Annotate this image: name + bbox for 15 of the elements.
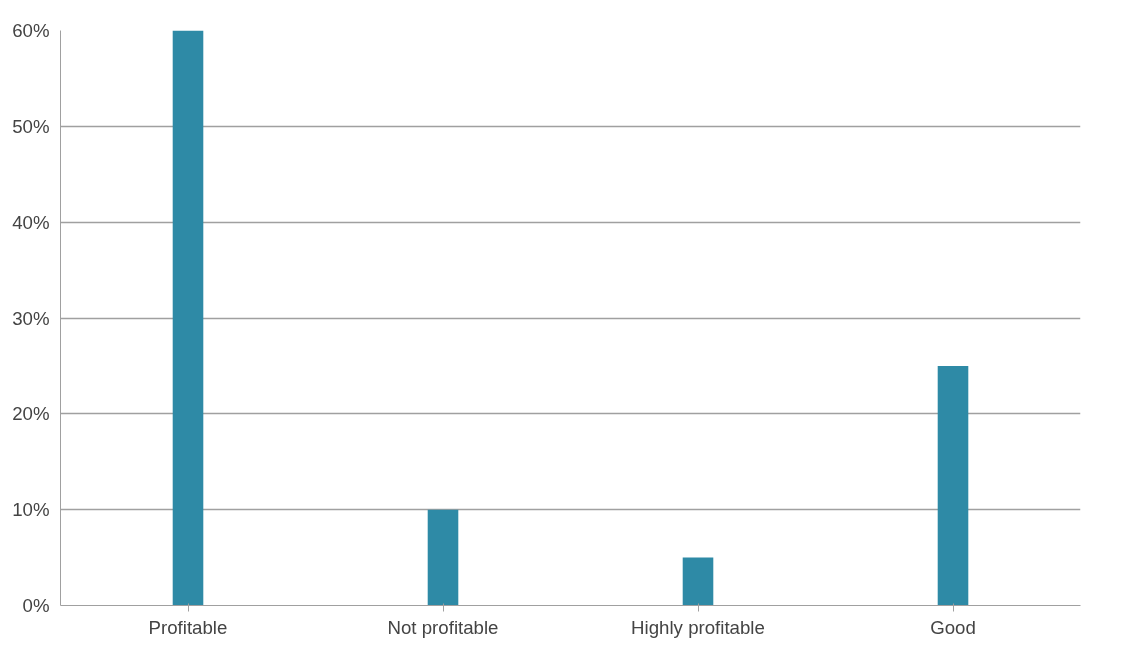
y-tick-label: 0% <box>22 595 50 616</box>
x-tick-label: Profitable <box>148 616 228 638</box>
y-tick-label: 10% <box>12 499 50 521</box>
x-tick-label: Good <box>930 616 976 638</box>
bar <box>937 365 969 606</box>
x-tick-label: Not profitable <box>387 616 499 638</box>
bar <box>427 509 459 606</box>
x-tick-label: Highly profitable <box>631 616 765 638</box>
bar <box>172 30 204 606</box>
y-tick-label: 40% <box>12 211 50 233</box>
y-tick-label: 60% <box>12 20 50 41</box>
y-tick-label: 20% <box>12 403 50 425</box>
y-tick-label: 50% <box>12 115 50 137</box>
bar <box>682 557 714 606</box>
y-tick-label: 30% <box>12 307 50 329</box>
